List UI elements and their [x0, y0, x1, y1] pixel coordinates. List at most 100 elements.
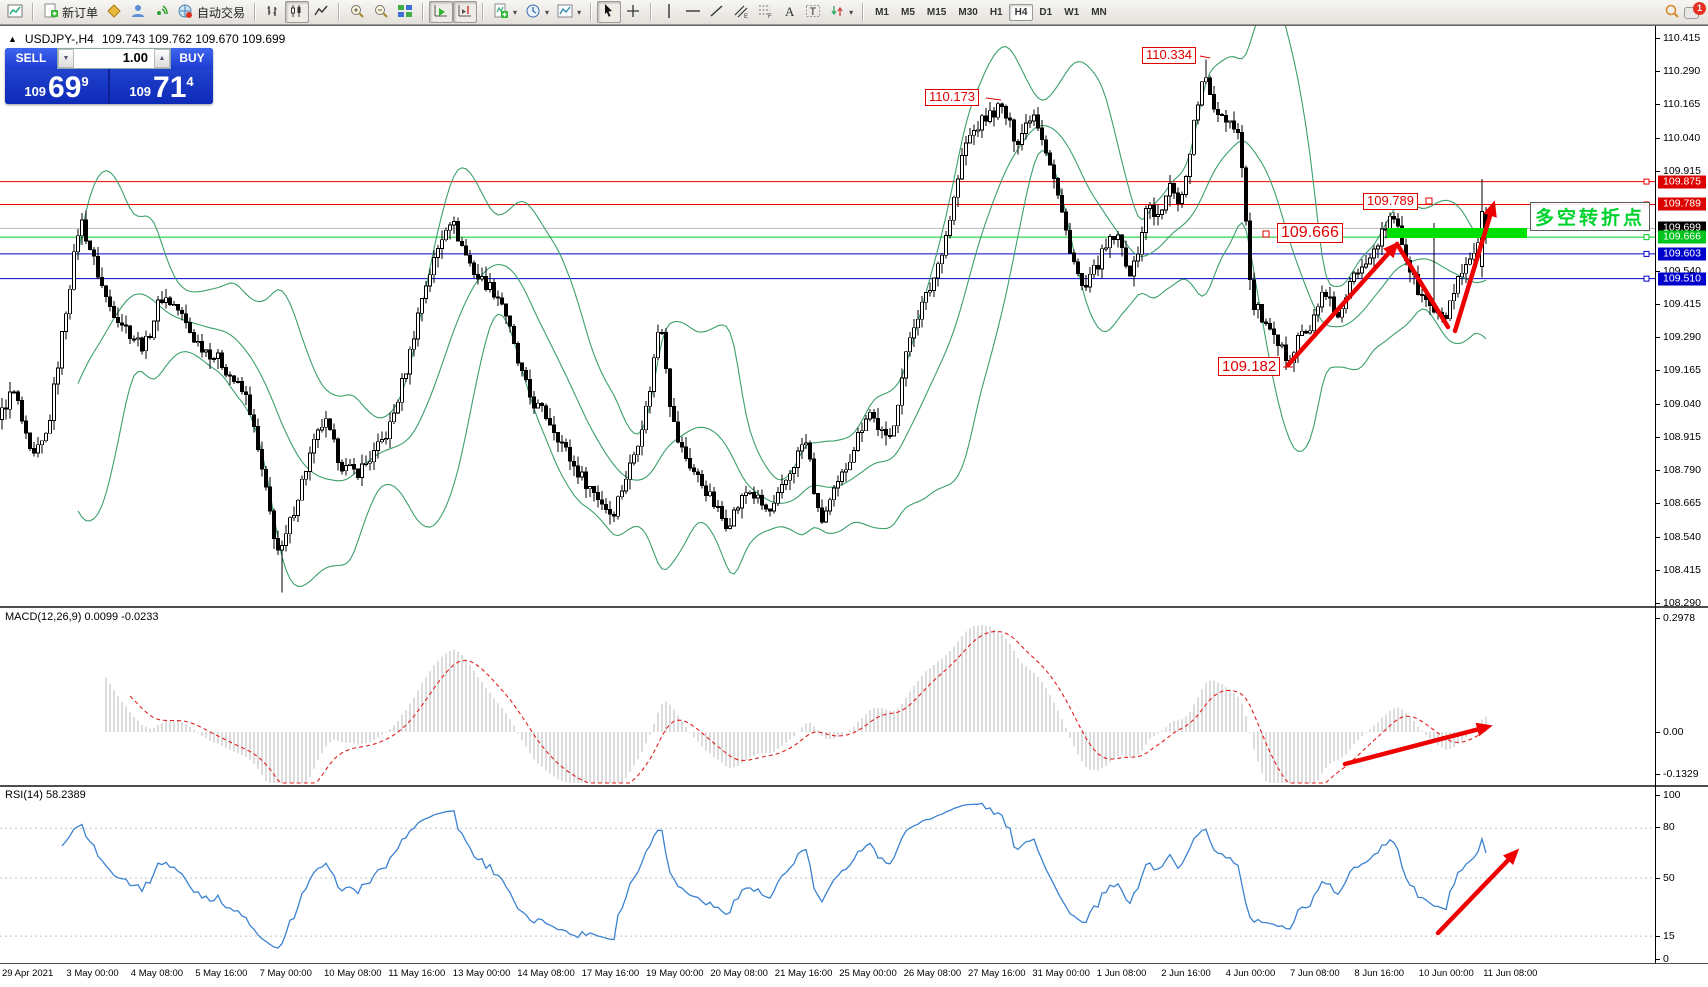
- svg-text:E: E: [744, 14, 748, 19]
- timeframe-m1-button[interactable]: M1: [875, 6, 889, 18]
- timeframe-mn-button[interactable]: MN: [1091, 6, 1107, 18]
- toolbar-zoom-out-button[interactable]: [369, 1, 393, 23]
- price-callout-110.334[interactable]: 110.334: [1142, 47, 1197, 64]
- buy-price[interactable]: 109 71 4: [110, 69, 213, 104]
- toolbar-group: [342, 0, 420, 24]
- toolbar-group: [0, 0, 30, 24]
- time-axis-label: 27 May 16:00: [968, 968, 1026, 979]
- toolbar-group: [426, 0, 480, 24]
- toolbar-zoom-in-button[interactable]: [345, 1, 369, 23]
- volume-decrease-button[interactable]: ▼: [58, 49, 74, 68]
- toolbar-text-tool-button[interactable]: A: [777, 1, 801, 23]
- buy-button[interactable]: BUY: [171, 48, 213, 69]
- price-callout-110.173[interactable]: 110.173: [925, 89, 980, 106]
- toolbar-vertical-line-tool-button[interactable]: [657, 1, 681, 23]
- cursor-tool-icon: [601, 3, 617, 22]
- time-axis-label: 11 May 16:00: [388, 968, 446, 979]
- sell-price-prefix: 109: [24, 84, 47, 99]
- price-tick-mark: [1655, 403, 1660, 405]
- toolbar-candlestick-chart-button[interactable]: [285, 1, 310, 23]
- toolbar-styler-button[interactable]: [102, 1, 126, 23]
- toolbar-auto-trading-button[interactable]: 自动交易: [174, 1, 249, 23]
- price-tick-label: 110.415: [1663, 32, 1701, 44]
- sell-button[interactable]: SELL: [5, 48, 57, 69]
- toolbar-auto-scroll-button[interactable]: [429, 1, 454, 23]
- templates-dropdown-caret[interactable]: ▾: [577, 7, 582, 17]
- timeframe-m15-button[interactable]: M15: [926, 6, 947, 18]
- trendline-tool-icon: [709, 3, 725, 22]
- timeframe-m5-button[interactable]: M5: [901, 6, 915, 18]
- rsi-pane-separator[interactable]: [0, 785, 1708, 787]
- zoom-out-icon: [373, 3, 389, 22]
- price-callout-109.789[interactable]: 109.789: [1363, 193, 1418, 210]
- rsi-tick-mark: [1655, 959, 1660, 960]
- price-tick-label: 108.915: [1663, 430, 1701, 443]
- toolbar-crosshair-tool-button[interactable]: [621, 1, 645, 23]
- time-axis-label: 14 May 08:00: [517, 968, 575, 979]
- buy-price-pip: 4: [186, 74, 194, 89]
- search-icon[interactable]: [1664, 3, 1680, 22]
- volume-increase-button[interactable]: ▲: [154, 49, 170, 68]
- periods-dropdown-caret[interactable]: ▾: [545, 7, 550, 17]
- collapse-arrow-icon[interactable]: ▲: [8, 34, 17, 44]
- timeframe-m30-button[interactable]: M30: [958, 6, 978, 18]
- vertical-line-tool-icon: [661, 3, 677, 22]
- toolbar-fibonacci-tool-button[interactable]: F: [753, 1, 777, 23]
- toolbar-app-chart-button[interactable]: [3, 1, 27, 23]
- toolbar-tile-windows-button[interactable]: [393, 1, 417, 23]
- toolbar-horizontal-line-tool-button[interactable]: [681, 1, 705, 23]
- timeframe-h4-button[interactable]: H4: [1008, 3, 1034, 21]
- toolbar-new-order-button[interactable]: 新订单: [39, 1, 102, 23]
- price-level-badge: 109.603: [1658, 247, 1706, 261]
- time-axis-label: 10 May 08:00: [324, 968, 382, 979]
- toolbar-text-label-tool-button[interactable]: T: [801, 1, 825, 23]
- rsi-tick-mark: [1655, 795, 1660, 796]
- price-tick-label: 109.165: [1663, 364, 1701, 377]
- price-callout-109.666[interactable]: 109.666: [1277, 223, 1343, 244]
- toolbar-bar-chart-button[interactable]: [261, 1, 285, 23]
- price-level-badge: 109.789: [1658, 197, 1706, 211]
- chat-icon[interactable]: 1: [1684, 2, 1706, 20]
- price-tick-label: 108.665: [1663, 497, 1701, 510]
- time-axis-label: 4 May 08:00: [130, 968, 184, 979]
- price-callout-109.182[interactable]: 109.182: [1218, 357, 1281, 377]
- timeframe-h1-button[interactable]: H1: [989, 6, 1003, 18]
- price-tick-mark: [1655, 470, 1660, 472]
- toolbar-indicators-list-button[interactable]: ▾: [489, 1, 521, 23]
- sell-price[interactable]: 109 69 9: [5, 69, 108, 104]
- buy-price-big: 71: [153, 71, 187, 104]
- timeframe-w1-button[interactable]: W1: [1064, 6, 1080, 18]
- timeframe-group: M1 M5 M15 M30 H1 H4 D1 W1 MN: [866, 0, 1116, 24]
- time-axis-label: 13 May 00:00: [452, 968, 511, 979]
- time-axis-label: 2 Jun 16:00: [1161, 968, 1211, 979]
- chart-ohlc-values: 109.743 109.762 109.670 109.699: [101, 32, 286, 46]
- indicators-list-dropdown-caret[interactable]: ▾: [513, 7, 518, 17]
- price-tick-label: 109.915: [1663, 164, 1701, 177]
- toolbar-periods-button[interactable]: ▾: [521, 1, 553, 23]
- note-annotation[interactable]: 多空转折点: [1530, 202, 1651, 231]
- macd-pane-separator[interactable]: [0, 606, 1708, 608]
- volume-input[interactable]: 1.00: [122, 50, 148, 65]
- toolbar-chart-shift-button[interactable]: [453, 1, 478, 23]
- toolbar-signals-button[interactable]: [150, 1, 174, 23]
- timeframe-d1-button[interactable]: D1: [1039, 6, 1053, 18]
- arrows-tool-dropdown-caret[interactable]: ▾: [849, 7, 854, 17]
- price-tick-label: 109.415: [1663, 297, 1701, 310]
- toolbar-equidistant-channel-tool-button[interactable]: E: [729, 1, 753, 23]
- new-order-icon: [43, 3, 59, 22]
- price-tick-label: 108.790: [1663, 464, 1701, 477]
- toolbar-templates-button[interactable]: ▾: [553, 1, 585, 23]
- toolbar-group: [258, 0, 336, 24]
- toolbar-separator: [32, 3, 34, 21]
- macd-tick-label: 0.00: [1663, 726, 1684, 738]
- price-tick-label: 108.540: [1663, 530, 1701, 543]
- toolbar-trendline-tool-button[interactable]: [705, 1, 729, 23]
- toolbar-arrows-tool-button[interactable]: ▾: [825, 1, 857, 23]
- price-tick-label: 108.290: [1663, 596, 1701, 609]
- fibonacci-tool-icon: F: [757, 3, 773, 22]
- toolbar-cursor-tool-button[interactable]: [597, 1, 622, 23]
- toolbar-line-chart-button[interactable]: [309, 1, 333, 23]
- toolbar-separator: [650, 3, 653, 21]
- macd-tick-label: -0.1329: [1663, 768, 1699, 780]
- toolbar-community-button[interactable]: [126, 1, 150, 23]
